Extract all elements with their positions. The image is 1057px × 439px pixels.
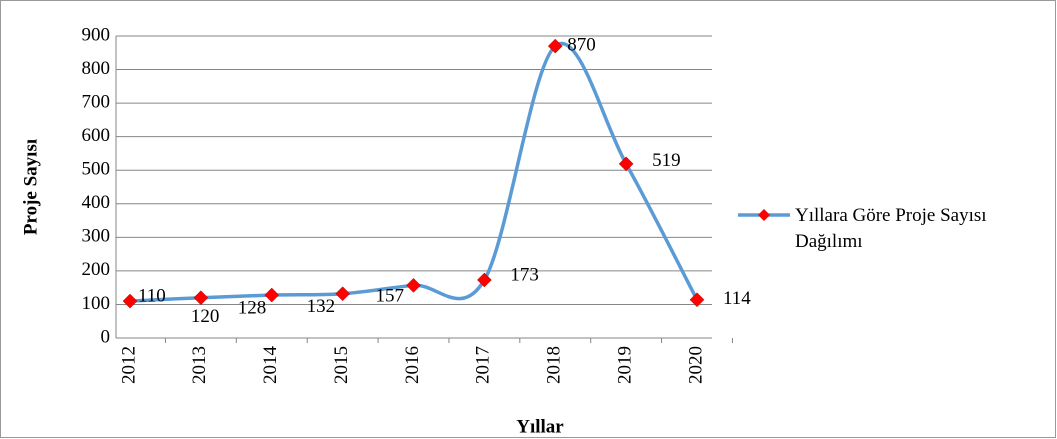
data-label: 870 bbox=[567, 34, 596, 55]
y-tick-label: 600 bbox=[82, 125, 111, 146]
x-tick-label: 2012 bbox=[118, 346, 139, 384]
y-tick-label: 0 bbox=[101, 326, 111, 347]
y-tick-label: 300 bbox=[82, 226, 111, 247]
y-tick-label: 700 bbox=[82, 91, 111, 112]
x-tick-label: 2020 bbox=[685, 346, 706, 384]
data-label: 132 bbox=[307, 296, 336, 317]
x-tick-label: 2014 bbox=[260, 346, 281, 385]
y-tick-label: 400 bbox=[82, 192, 111, 213]
y-tick-label: 500 bbox=[82, 159, 111, 180]
x-tick-label: 2019 bbox=[614, 346, 635, 384]
point-marker bbox=[122, 293, 138, 309]
legend-label: Yıllara Göre Proje Sayısı Dağılımı bbox=[795, 205, 987, 252]
data-label: 519 bbox=[652, 150, 681, 171]
y-tick-label: 900 bbox=[82, 24, 111, 45]
x-tick-label: 2013 bbox=[189, 346, 210, 384]
x-axis-title: Yıllar bbox=[516, 416, 564, 437]
x-tick-label: 2016 bbox=[402, 346, 423, 384]
point-marker bbox=[264, 287, 280, 303]
data-label: 114 bbox=[723, 288, 751, 309]
legend-marker bbox=[758, 209, 770, 221]
data-label: 120 bbox=[191, 306, 220, 327]
point-marker bbox=[547, 38, 563, 54]
point-marker bbox=[335, 286, 350, 302]
data-label: 128 bbox=[238, 297, 267, 318]
y-tick-label: 800 bbox=[82, 58, 111, 79]
series-line bbox=[129, 41, 699, 303]
y-axis-title: Proje Sayısı bbox=[20, 139, 41, 235]
data-label: 157 bbox=[376, 286, 405, 307]
x-tick-label: 2017 bbox=[473, 346, 494, 384]
data-label: 110 bbox=[138, 285, 166, 306]
point-marker bbox=[618, 156, 634, 172]
y-tick-label: 200 bbox=[82, 259, 111, 280]
point-marker bbox=[689, 292, 705, 308]
point-marker bbox=[193, 290, 209, 306]
x-tick-label: 2018 bbox=[544, 346, 565, 384]
point-marker bbox=[406, 277, 421, 293]
point-marker bbox=[477, 272, 492, 288]
data-label: 173 bbox=[510, 264, 539, 285]
x-tick-label: 2015 bbox=[331, 346, 352, 384]
y-tick-label: 100 bbox=[82, 293, 111, 314]
